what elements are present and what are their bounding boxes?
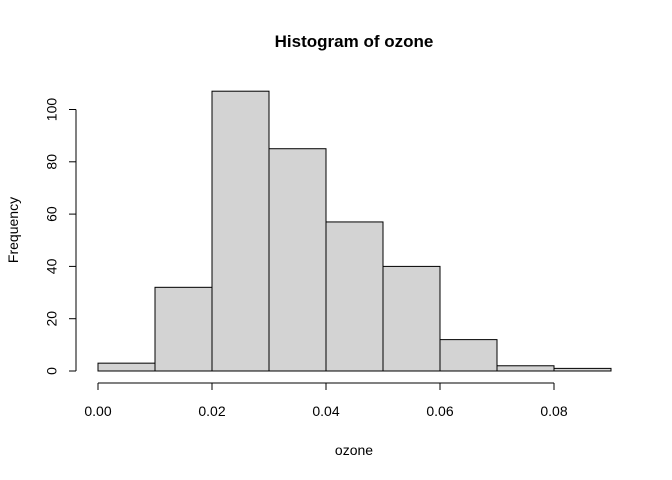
histogram-bar bbox=[325, 221, 384, 372]
x-tick-label: 0.08 bbox=[540, 403, 567, 419]
histogram-bar bbox=[268, 148, 327, 372]
y-tick-label: 40 bbox=[44, 258, 60, 274]
y-tick-label: 0 bbox=[44, 367, 60, 375]
bars-group bbox=[97, 90, 612, 372]
y-tick-label: 20 bbox=[44, 311, 60, 327]
y-tick-label: 100 bbox=[44, 98, 60, 122]
histogram-bar bbox=[496, 365, 555, 372]
y-tick-label: 80 bbox=[44, 154, 60, 170]
x-tick-label: 0.02 bbox=[198, 403, 225, 419]
x-axis-label: ozone bbox=[335, 442, 373, 458]
histogram-bar bbox=[154, 286, 213, 372]
histogram-bar bbox=[382, 265, 441, 372]
y-axis-label: Frequency bbox=[5, 197, 21, 263]
histogram-bar bbox=[439, 339, 498, 372]
histogram-bar bbox=[211, 90, 270, 372]
histogram-bar bbox=[97, 362, 156, 372]
x-axis: 0.00 0.02 0.04 0.06 0.08 bbox=[84, 382, 568, 419]
chart-title: Histogram of ozone bbox=[275, 32, 434, 51]
y-axis: 0 20 40 60 80 100 bbox=[44, 98, 77, 375]
histogram-bar bbox=[553, 367, 612, 372]
x-tick-label: 0.00 bbox=[84, 403, 111, 419]
x-tick-label: 0.04 bbox=[312, 403, 339, 419]
y-tick-label: 60 bbox=[44, 206, 60, 222]
x-tick-label: 0.06 bbox=[426, 403, 453, 419]
